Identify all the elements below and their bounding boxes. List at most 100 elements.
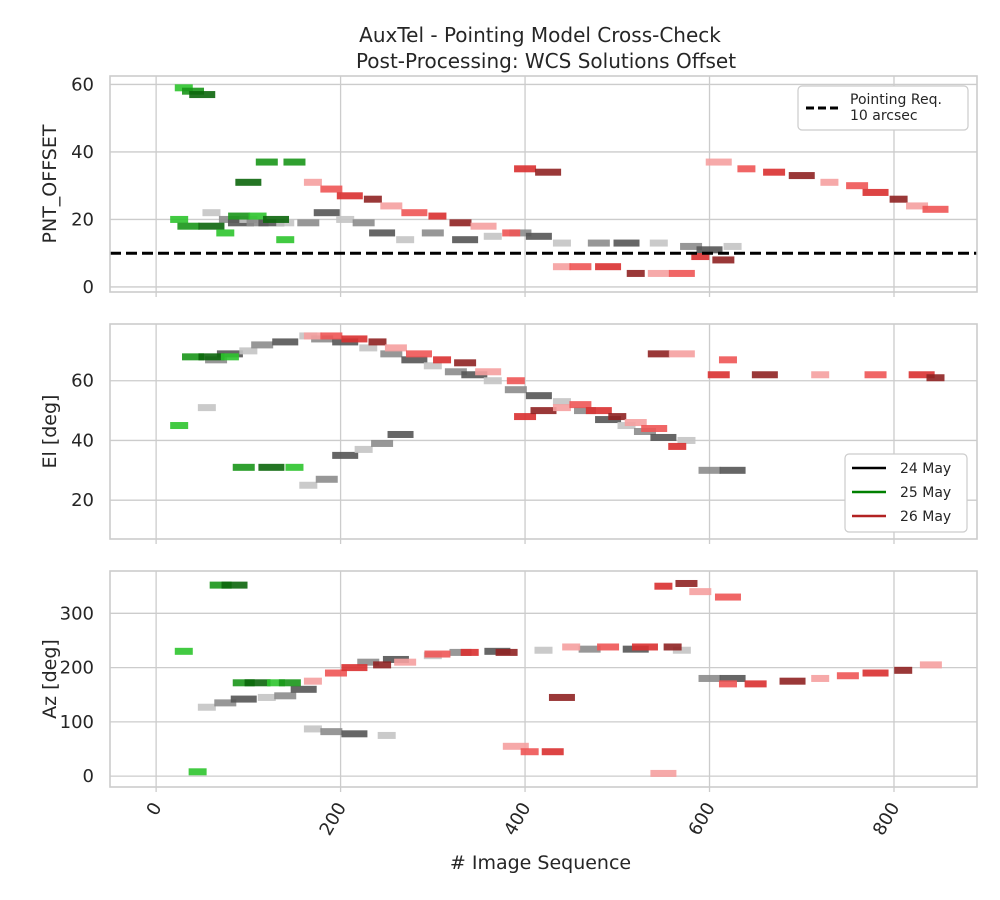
data-point-26-may [926, 374, 945, 382]
y-tick-label: 40 [71, 430, 94, 451]
data-point-26-may [691, 253, 710, 261]
data-point-25-may [209, 581, 232, 589]
data-point-26-may [401, 209, 428, 217]
data-point-26-may [514, 165, 537, 173]
axes-frame [109, 570, 978, 788]
legend-label: 25 May [900, 485, 951, 501]
x-tick-label: 800 [869, 799, 904, 839]
data-point-24-may [672, 646, 691, 654]
data-point-24-may [461, 371, 488, 379]
data-point-24-may [504, 386, 527, 394]
data-point-26-may [779, 677, 806, 685]
x-tick-label: 400 [500, 799, 535, 839]
data-point-24-may [341, 730, 368, 738]
data-point-26-may [336, 192, 363, 200]
data-point-24-may [525, 232, 552, 240]
y-tick-label: 60 [71, 371, 94, 392]
data-point-24-may [723, 242, 742, 250]
y-axis-label: PNT_OFFSET [39, 124, 61, 243]
data-point-24-may [534, 646, 553, 654]
data-point-26-may [449, 219, 472, 227]
data-point-26-may [889, 195, 908, 203]
data-point-26-may [341, 335, 368, 343]
y-tick-label: 20 [71, 490, 94, 511]
data-point-26-may [919, 661, 942, 669]
data-point-26-may [502, 229, 521, 237]
data-point-24-may [197, 404, 216, 412]
data-point-24-may [396, 236, 415, 244]
data-point-24-may [303, 725, 322, 733]
data-point-26-may [380, 202, 403, 210]
y-tick-label: 40 [71, 142, 94, 163]
data-point-25-may [244, 679, 271, 687]
data-point-26-may [763, 168, 786, 176]
data-point-26-may [502, 742, 529, 750]
data-point-24-may [525, 392, 552, 400]
data-point-24-may [444, 368, 467, 376]
data-point-24-may [483, 232, 502, 240]
panel-3: 0 100 200 300 Az [deg] 0 200 400 600 800 # Image S… [39, 570, 978, 874]
data-point-25-may [216, 229, 235, 237]
data-point-26-may [405, 350, 432, 358]
data-point-26-may [668, 442, 687, 450]
legend-label: 10 arcsec [850, 108, 918, 124]
data-point-24-may [423, 362, 442, 370]
data-point-24-may [483, 377, 502, 385]
data-point-26-may [428, 212, 447, 220]
data-point-26-may [562, 643, 581, 651]
data-point-25-may [258, 463, 285, 471]
data-point-24-may [320, 728, 343, 736]
data-point-26-may [631, 643, 658, 651]
axes-frame [109, 75, 978, 293]
data-point-26-may [535, 168, 562, 176]
y-tick-label: 0 [83, 277, 94, 298]
x-tick-label: 600 [684, 799, 719, 839]
data-point-26-may [864, 371, 887, 379]
data-point-25-may [283, 158, 306, 166]
data-point-26-may [624, 419, 647, 427]
data-point-26-may [384, 344, 407, 352]
data-point-25-may [267, 679, 286, 687]
y-tick-label: 0 [83, 766, 94, 787]
data-point-26-may [714, 593, 741, 601]
data-point-24-may [649, 239, 668, 247]
data-point-24-may [272, 338, 299, 346]
data-point-24-may [202, 209, 221, 217]
data-point-26-may [626, 269, 645, 277]
data-point-26-may [707, 371, 730, 379]
data-point-26-may [324, 669, 347, 677]
data-point-26-may [650, 769, 677, 777]
x-axis-label: # Image Sequence [450, 852, 631, 874]
data-point-25-may [276, 236, 295, 244]
chart-subtitle: Post-Processing: WCS Solutions Offset [356, 49, 736, 73]
data-point-26-may [454, 359, 477, 367]
data-point-24-may [680, 242, 703, 250]
data-point-26-may [908, 371, 935, 379]
data-point-26-may [647, 269, 670, 277]
legend-label: Pointing Req. [850, 92, 942, 108]
data-point-24-may [574, 407, 597, 415]
data-point-26-may [585, 407, 612, 415]
data-point-26-may [548, 693, 575, 701]
data-point-24-may [719, 674, 746, 682]
legend-label: 24 May [900, 461, 951, 477]
data-point-26-may [712, 256, 735, 264]
data-point-25-may [220, 353, 239, 361]
data-point-25-may [198, 353, 225, 361]
y-tick-label: 60 [71, 74, 94, 95]
data-point-26-may [663, 643, 682, 651]
data-point-26-may [303, 332, 322, 340]
data-point-24-may [698, 466, 721, 474]
data-point-24-may [452, 236, 479, 244]
data-point-26-may [368, 338, 387, 346]
axes-frame [109, 323, 978, 540]
data-point-26-may [744, 680, 767, 688]
data-point-25-may [221, 581, 248, 589]
data-point-26-may [495, 648, 518, 656]
data-point-26-may [718, 356, 737, 364]
data-point-24-may [315, 475, 338, 483]
data-point-26-may [811, 674, 830, 682]
data-point-26-may [836, 672, 859, 680]
data-point-24-may [587, 239, 610, 247]
data-point-24-may [369, 229, 396, 237]
